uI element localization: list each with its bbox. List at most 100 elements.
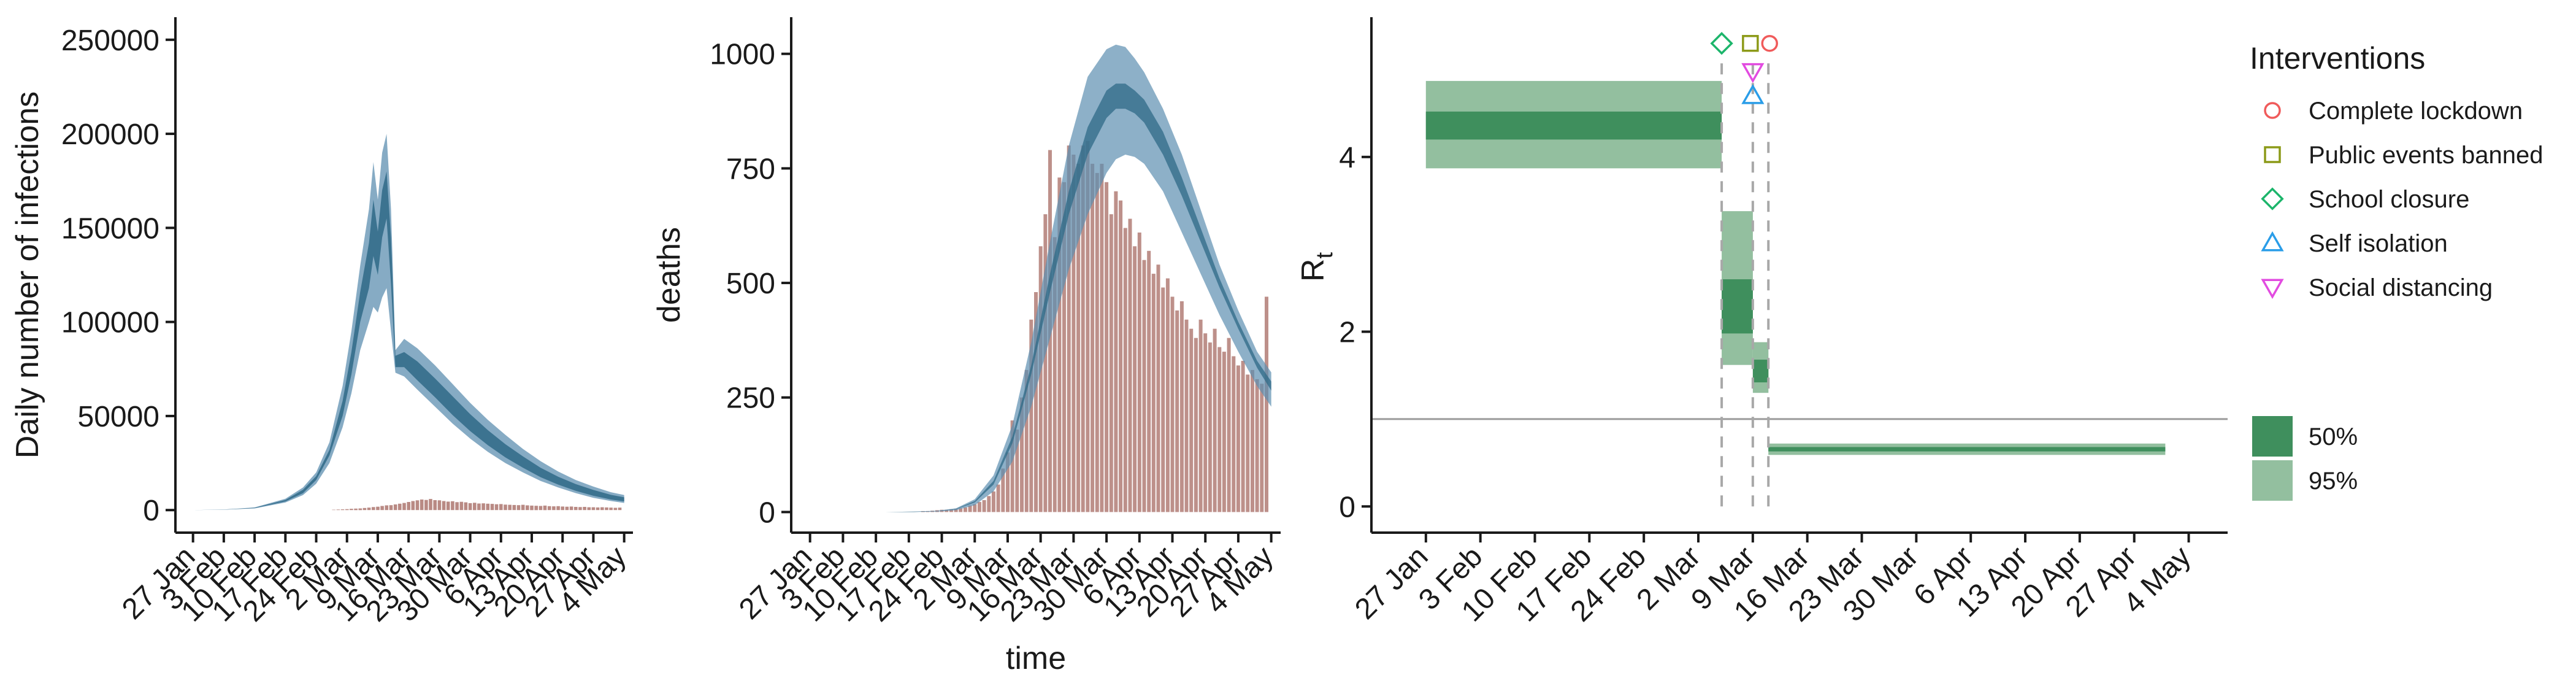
observed-bar [367, 507, 371, 511]
observed-bar [1184, 319, 1189, 512]
legend-label: 50% [2309, 423, 2358, 450]
observed-bar [1142, 260, 1146, 512]
y-axis-title: Rt [1295, 252, 1338, 282]
observed-bar [424, 500, 428, 511]
observed-bar [1123, 228, 1127, 512]
observed-bar [1241, 361, 1245, 512]
intervention-marker [1742, 34, 1759, 52]
y-tick-label: 4 [1339, 142, 1355, 174]
observed-bar [973, 504, 977, 512]
observed-bar [380, 506, 384, 511]
y-tick-label: 500 [726, 268, 775, 300]
observed-bar [574, 507, 578, 511]
observed-bar [494, 504, 499, 511]
observed-bar [473, 503, 477, 511]
observed-bar [968, 505, 972, 512]
y-tick-label: 100000 [61, 307, 159, 339]
observed-bar [547, 506, 551, 511]
observed-bar [1260, 384, 1264, 512]
y-tick-label: 200000 [61, 118, 159, 151]
observed-bar [1170, 296, 1175, 512]
intervention-marker [1761, 34, 1778, 52]
observed-bar [1119, 200, 1123, 512]
observed-bar [1043, 214, 1048, 512]
observed-bar [385, 505, 389, 511]
y-tick-label: 0 [1339, 491, 1355, 523]
observed-bar [618, 507, 622, 511]
observed-bar [596, 507, 600, 511]
observed-bar [512, 504, 516, 511]
observed-bar [437, 500, 442, 511]
observed-bar [569, 506, 573, 511]
observed-bar [1001, 468, 1005, 512]
observed-bar [1208, 342, 1212, 512]
observed-bar [442, 501, 446, 511]
observed-bar [1038, 246, 1043, 512]
y-tick-label: 250000 [61, 25, 159, 57]
observed-bar [362, 507, 367, 511]
observed-bar [420, 500, 424, 511]
observed-bar [411, 501, 415, 511]
observed-bar [459, 501, 464, 511]
observed-bar [499, 504, 503, 511]
observed-bar [481, 503, 485, 511]
observed-bar [407, 502, 410, 511]
legend-marker [2261, 279, 2284, 299]
observed-bar [1165, 278, 1170, 512]
observed-bar [486, 503, 490, 511]
observed-bar [954, 509, 958, 512]
legend-label: 95% [2309, 468, 2358, 495]
y-tick-label: 150000 [61, 212, 159, 245]
observed-bar [504, 504, 507, 511]
legend-label: Self isolation [2309, 230, 2448, 257]
observed-bar [345, 509, 349, 511]
observed-bar [987, 496, 991, 512]
observed-bar [372, 507, 375, 511]
x-tick-label: 27 Jan [1349, 540, 1434, 625]
observed-bar [1137, 232, 1141, 512]
observed-bar [340, 509, 345, 511]
observed-bar [1161, 287, 1165, 512]
band-95 [193, 134, 624, 511]
y-axis-title: deaths [651, 227, 687, 323]
observed-bar [1052, 237, 1057, 512]
observed-bar [1151, 274, 1156, 512]
observed-bar [996, 484, 1000, 512]
observed-bar [433, 500, 437, 511]
observed-bar [1128, 218, 1132, 512]
observed-bar [1213, 328, 1217, 512]
observed-bar [1236, 365, 1240, 512]
x-axis-title: time [1006, 641, 1066, 676]
observed-bar [398, 503, 402, 511]
observed-bar [402, 503, 406, 511]
observed-bar [1029, 319, 1033, 512]
observed-bar [982, 500, 986, 512]
legend-swatch [2252, 416, 2293, 457]
observed-bar [1006, 452, 1010, 512]
observed-bar [1105, 182, 1109, 512]
rt-band-50 [1425, 111, 1722, 140]
observed-bar [587, 507, 591, 511]
observed-bar [609, 507, 613, 511]
y-tick-label: 2 [1339, 317, 1355, 349]
legend: Interventions Complete lockdown Public ev… [2250, 41, 2543, 501]
legend-marker [2264, 146, 2281, 163]
y-tick-label: 1000 [710, 39, 775, 71]
observed-bar [526, 505, 529, 511]
observed-bar [565, 506, 569, 511]
observed-bar [1246, 374, 1250, 512]
y-tick-label: 0 [759, 496, 775, 529]
observed-bar [1189, 328, 1194, 512]
y-axis-title: Daily number of infections [10, 91, 45, 458]
rt-band-50 [1722, 279, 1753, 334]
observed-bar [959, 508, 963, 512]
observed-bar [508, 504, 512, 511]
observed-bar [350, 509, 353, 511]
observed-bar [539, 506, 543, 511]
legend-label: Public events banned [2309, 142, 2543, 169]
observed-bar [591, 507, 596, 511]
observed-bar [605, 507, 608, 511]
